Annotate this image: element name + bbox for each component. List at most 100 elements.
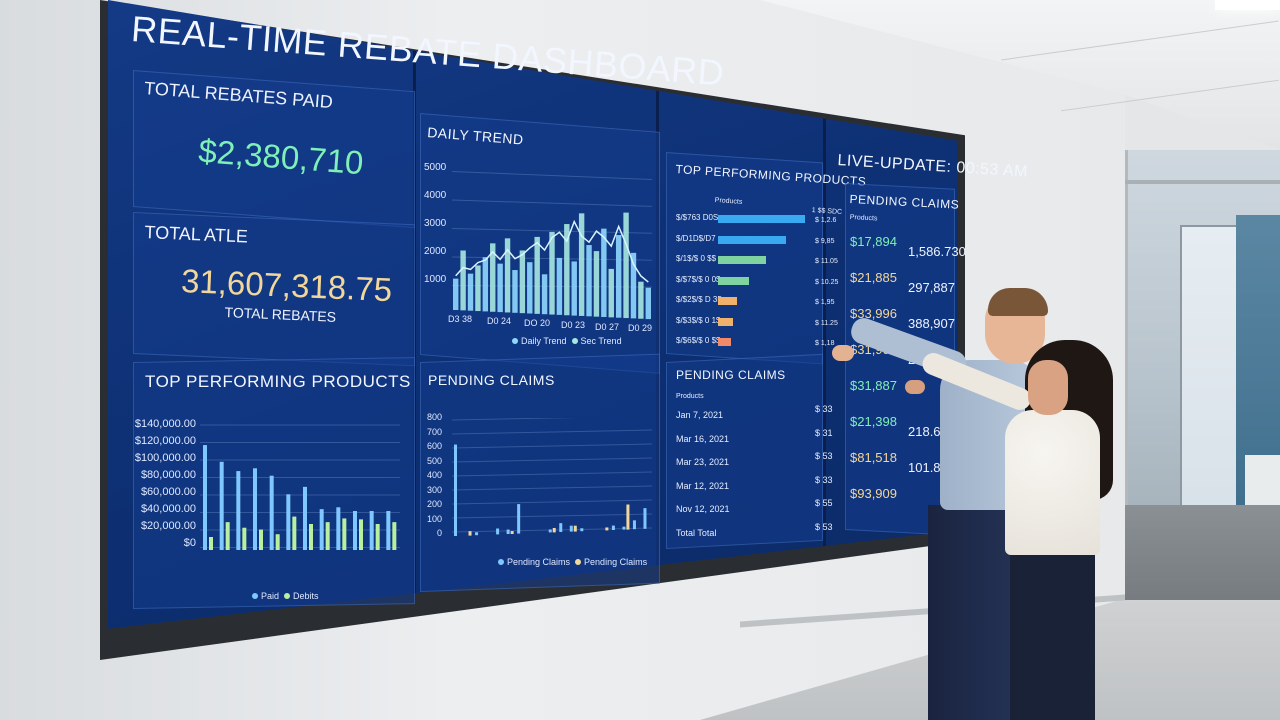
grid-line bbox=[452, 471, 653, 477]
product-value: $ 11.25 bbox=[815, 319, 838, 327]
trend-bar bbox=[541, 274, 548, 315]
product-value: $ 9,85 bbox=[815, 237, 835, 245]
top-products-chart-title: TOP PERFORMING PRODUCTS bbox=[145, 372, 411, 391]
grid-line bbox=[452, 443, 653, 449]
daily-trend-y-tick: 3000 bbox=[424, 218, 447, 229]
daily-trend-x-tick: DO 20 bbox=[524, 318, 551, 328]
pending-claims-list-panel bbox=[666, 353, 823, 549]
product-label: $/$763 D0S bbox=[676, 213, 719, 222]
pending-y-tick: 400 bbox=[426, 470, 442, 480]
legend-pending-b: Pending Claims bbox=[584, 557, 648, 567]
kpi-total-atle-label: TOTAL ATLE bbox=[144, 222, 249, 247]
pending-claim-date: Jan 7, 2021 bbox=[676, 410, 724, 420]
woman-torso bbox=[1005, 410, 1100, 555]
legend-pending-a: Pending Claims bbox=[507, 557, 571, 567]
pending-y-tick: 0 bbox=[436, 528, 442, 538]
pending-claim-date: Total Total bbox=[676, 527, 717, 538]
trend-bar bbox=[475, 265, 481, 312]
daily-trend-legend: Daily Trend Sec Trend bbox=[512, 336, 622, 346]
product-bar bbox=[718, 235, 787, 244]
man-hand bbox=[832, 345, 854, 361]
debits-bar bbox=[359, 519, 363, 550]
top-products-y-tick: $20,000.00 bbox=[140, 520, 196, 532]
glass-frame bbox=[1125, 180, 1280, 184]
paid-bar bbox=[303, 486, 307, 550]
paid-bar bbox=[203, 445, 207, 550]
paid-bar bbox=[269, 475, 274, 550]
paid-bar bbox=[253, 468, 257, 550]
pending-bar bbox=[552, 527, 556, 533]
pending-y-tick: 800 bbox=[426, 412, 442, 422]
legend-dot bbox=[575, 559, 582, 565]
daily-trend-x-tick: D0 27 bbox=[595, 322, 620, 332]
pending-bar bbox=[573, 525, 577, 532]
claim-amount: $81,518 bbox=[850, 450, 897, 465]
grid-line bbox=[452, 228, 653, 234]
trend-bar bbox=[490, 243, 496, 312]
trend-bar bbox=[623, 212, 629, 319]
product-value: $ 11.05 bbox=[815, 258, 838, 265]
pending-claim-value: $ 31 bbox=[815, 427, 833, 438]
daily-trend-chart bbox=[452, 171, 653, 320]
pending-claims-list-header: Products bbox=[676, 393, 704, 400]
claim-amount: $93,909 bbox=[850, 486, 897, 501]
claim-value: 101.80 bbox=[908, 460, 948, 475]
woman-legs bbox=[1010, 548, 1095, 720]
grid-line bbox=[452, 513, 653, 519]
ceiling-light bbox=[1215, 0, 1280, 10]
legend-daily: Daily Trend bbox=[521, 336, 567, 346]
pending-y-tick: 200 bbox=[426, 499, 442, 509]
grid-line bbox=[452, 485, 653, 491]
grid-line bbox=[452, 457, 653, 463]
debits-bar bbox=[259, 529, 263, 550]
product-label: $/$7$/$ 0 0$ bbox=[676, 274, 721, 284]
pending-claim-value: $ 33 bbox=[815, 404, 833, 414]
product-value: $ 1,18 bbox=[815, 340, 835, 347]
daily-trend-y-tick: 1000 bbox=[424, 274, 447, 285]
top-products-legend: Paid Debits bbox=[252, 591, 319, 601]
product-bar bbox=[718, 256, 766, 264]
man-legs bbox=[928, 505, 1018, 720]
debits-bar bbox=[309, 524, 313, 550]
pending-bar bbox=[632, 520, 636, 530]
top-products-chart bbox=[200, 424, 400, 550]
trend-bar bbox=[534, 236, 540, 314]
pending-bar bbox=[559, 523, 563, 532]
paid-bar bbox=[353, 511, 357, 550]
paid-bar bbox=[286, 494, 291, 550]
pending-bar bbox=[475, 532, 479, 536]
daily-trend-x-tick: D0 29 bbox=[628, 323, 653, 333]
legend-dot bbox=[512, 338, 518, 344]
trend-bar bbox=[467, 273, 474, 311]
pending-bar bbox=[622, 526, 626, 530]
pending-claims-legend: Pending Claims Pending Claims bbox=[498, 557, 647, 567]
pending-claim-value: $ 53 bbox=[815, 521, 833, 532]
trend-bar bbox=[571, 261, 577, 316]
pending-bar bbox=[580, 528, 584, 532]
grid-line bbox=[452, 499, 653, 505]
pending-claim-value: $ 33 bbox=[815, 474, 833, 485]
paid-bar bbox=[336, 507, 341, 550]
pending-claim-value: $ 53 bbox=[815, 451, 833, 461]
product-bar bbox=[718, 317, 734, 326]
product-label: $/$6$/$ 0 $$ bbox=[676, 336, 721, 345]
woman-face bbox=[1028, 360, 1068, 415]
legend-dot bbox=[284, 593, 291, 599]
pending-bar bbox=[626, 504, 630, 530]
pending-bar bbox=[510, 531, 514, 534]
claim-amount: $17,894 bbox=[850, 234, 897, 249]
debits-bar bbox=[375, 524, 380, 550]
claim-amount: $31,887 bbox=[850, 378, 897, 393]
legend-sec: Sec Trend bbox=[580, 336, 622, 346]
trend-bar bbox=[453, 278, 459, 310]
product-value: $ 1,2.6 bbox=[815, 217, 837, 224]
pending-claim-date: Mar 23, 2021 bbox=[676, 457, 730, 467]
pending-bar bbox=[643, 508, 647, 529]
product-label: $/$3$/$ 0 1$ bbox=[676, 315, 721, 325]
trend-bar bbox=[497, 263, 503, 313]
pending-y-tick: 600 bbox=[426, 441, 442, 451]
pending-claims-chart-title: PENDING CLAIMS bbox=[428, 372, 555, 388]
pending-claims-right-header: Products bbox=[849, 214, 878, 223]
product-bar bbox=[718, 276, 750, 285]
pending-bar bbox=[454, 444, 457, 536]
